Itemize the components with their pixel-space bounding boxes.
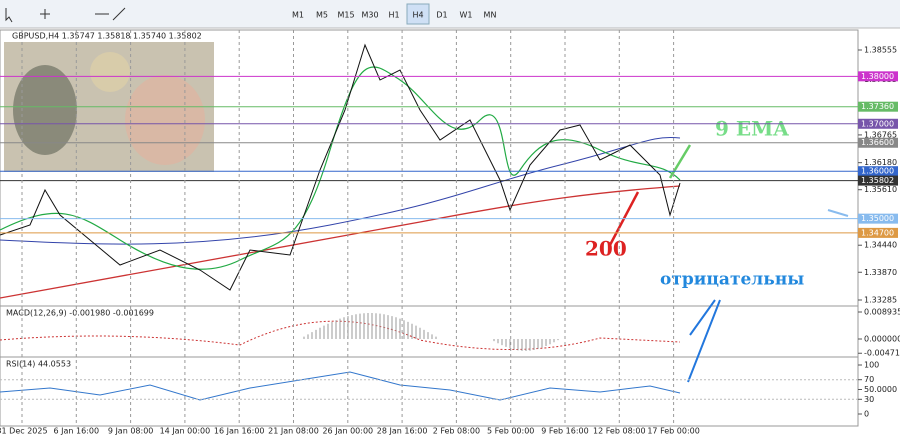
rsi-tick-label: 50.0000 — [864, 385, 897, 394]
timeframe[interactable]: W1 — [460, 11, 473, 20]
timeframe[interactable]: H1 — [388, 11, 399, 20]
rsi-tick-label: 70 — [864, 375, 874, 384]
level-label: 1.36000 — [861, 167, 894, 176]
price-tick-label: 1.33870 — [864, 268, 897, 277]
time-label: 28 Jan 16:00 — [377, 427, 428, 436]
rsi-tick-label: 30 — [864, 395, 874, 404]
tool-icon[interactable] — [112, 7, 126, 21]
macd-tick-label: 0.000000 — [864, 335, 900, 344]
timeframe[interactable]: D1 — [436, 11, 447, 20]
time-label: 9 Feb 16:00 — [541, 427, 588, 436]
rsi-tick-label: 0 — [864, 410, 869, 419]
price-tick-label: 1.38555 — [864, 46, 897, 55]
time-label: 17 Feb 00:00 — [647, 427, 699, 436]
arrow — [668, 144, 692, 179]
level-label: 1.35000 — [861, 214, 894, 223]
tool-icon[interactable] — [5, 8, 13, 23]
timeframe[interactable]: MN — [484, 11, 497, 20]
arrow — [687, 299, 721, 383]
timeframe[interactable]: M5 — [316, 11, 328, 20]
timeframe[interactable]: M30 — [361, 11, 378, 20]
macd-tick-label: 0.008935 — [864, 308, 900, 317]
price-tick-label: 1.36180 — [864, 158, 897, 167]
time-label: 21 Jan 08:00 — [268, 427, 319, 436]
time-label: 14 Jan 00:00 — [160, 427, 211, 436]
ma-200 — [0, 185, 681, 299]
toolbar — [0, 0, 900, 28]
level-label: 1.38000 — [861, 72, 894, 81]
time-label: 6 Jan 16:00 — [54, 427, 100, 436]
timeframe[interactable]: M15 — [337, 11, 354, 20]
timeframe[interactable]: H4 — [412, 11, 423, 20]
level-badge — [858, 71, 898, 82]
timeframe[interactable]: M1 — [292, 11, 304, 20]
annotation: 200 — [585, 237, 627, 261]
rsi-line — [0, 371, 681, 401]
level-badge — [858, 166, 898, 177]
annotation: 9 EMA — [715, 117, 789, 141]
annotation: отрицательны — [660, 270, 804, 290]
time-label: 2 Feb 08:00 — [433, 427, 480, 436]
macd-signal — [0, 320, 681, 350]
level-label: 1.35802 — [861, 176, 894, 185]
time-label: 12 Feb 08:00 — [593, 427, 645, 436]
portrait — [13, 65, 77, 155]
coin — [90, 52, 130, 92]
active-tab — [406, 3, 430, 25]
macd-header: MACD(12,26,9) -0.001980 -0.001699 — [6, 309, 154, 318]
price-tick-label: 1.36765 — [864, 130, 897, 139]
level-badge — [858, 213, 898, 224]
level-label: 1.34700 — [861, 228, 894, 237]
chart-header: GBPUSD,H4 1.35747 1.35818 1.35740 1.3580… — [12, 32, 202, 41]
time-label: 16 Jan 16:00 — [214, 427, 265, 436]
price-tick-label: 1.33285 — [864, 296, 897, 305]
level-label: 1.37000 — [861, 119, 894, 128]
rsi-header: RSI(14) 44.0553 — [6, 360, 71, 369]
level-badge — [858, 175, 898, 186]
time-label: 5 Feb 00:00 — [487, 427, 534, 436]
tool-icon[interactable] — [40, 9, 50, 19]
level-label: 1.37360 — [861, 102, 894, 111]
price-tick-label: 1.34440 — [864, 241, 897, 250]
time-label: 9 Jan 08:00 — [108, 427, 154, 436]
portrait — [125, 75, 205, 165]
level-badge — [858, 101, 898, 112]
time-label: 31 Dec 2025 — [0, 427, 48, 436]
price-tick-label: 1.35610 — [864, 185, 897, 194]
level-badge — [858, 137, 898, 148]
macd-tick-label: -0.004715 — [864, 349, 900, 358]
level-badge — [858, 227, 898, 238]
rsi-tick-label: 100 — [864, 361, 879, 370]
price-line — [0, 43, 681, 291]
arrow — [827, 209, 849, 217]
time-label: 26 Jan 00:00 — [322, 427, 373, 436]
level-badge — [858, 118, 898, 129]
level-label: 1.36600 — [861, 138, 894, 147]
